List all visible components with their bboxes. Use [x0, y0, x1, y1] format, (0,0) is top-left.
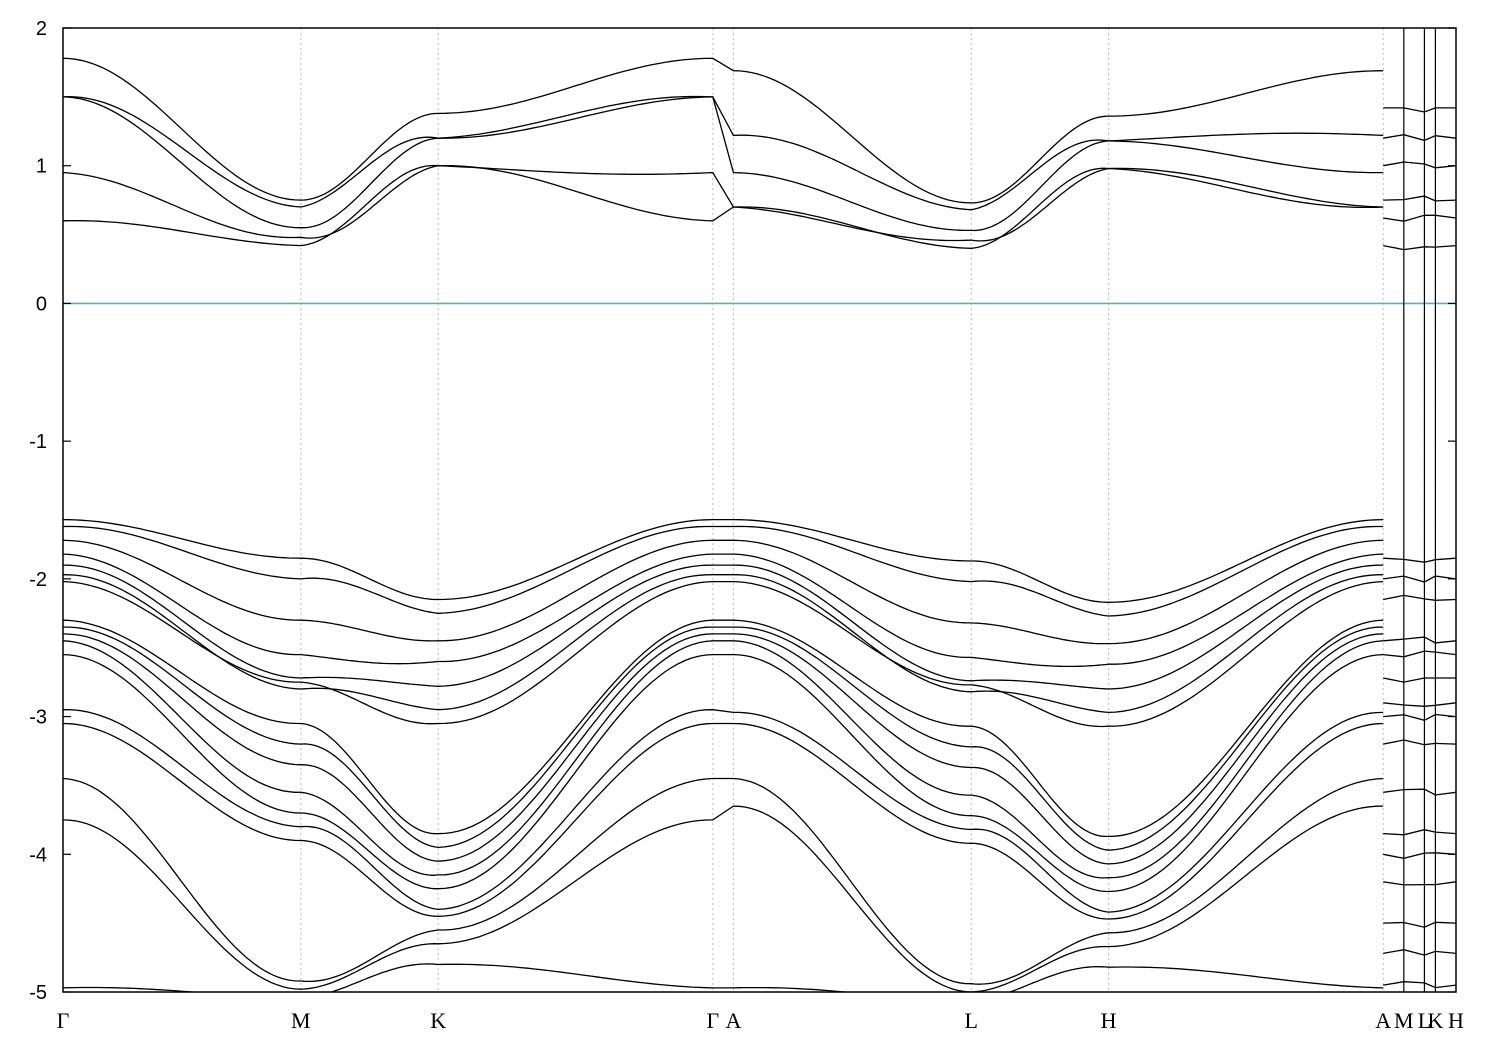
conduction-band-line: [63, 57, 1384, 204]
y-tick-label: 1: [36, 156, 47, 178]
k-point-label: K: [430, 1008, 446, 1033]
k-point-label: H: [1101, 1008, 1117, 1033]
valence-band-line: [63, 777, 1384, 985]
valence-band-line: [63, 539, 1384, 645]
valence-band-line: [63, 633, 1384, 865]
y-tick-label: -2: [29, 569, 47, 591]
valence-band-line: [63, 553, 1384, 668]
valence-band-line: [63, 518, 1384, 603]
k-point-label: M: [291, 1008, 311, 1033]
valence-band-line: [63, 564, 1384, 690]
k-point-label: Γ: [706, 1008, 719, 1033]
band-lines: [63, 57, 1384, 992]
y-tick-label: -5: [29, 982, 47, 1004]
valence-band-line: [63, 805, 1384, 992]
y-tick-label: -1: [29, 431, 47, 453]
valence-band-line: [63, 963, 1384, 992]
valence-band-line: [63, 653, 1384, 893]
valence-band-line: [63, 619, 1384, 838]
k-point-label: H: [1448, 1008, 1464, 1033]
k-point-label: A: [1375, 1008, 1391, 1033]
y-tick-label: -4: [29, 844, 47, 866]
y-tick-label: 2: [36, 18, 47, 40]
valence-band-line: [63, 525, 1384, 617]
valence-band-line: [63, 574, 1384, 714]
k-point-label: A: [725, 1008, 741, 1033]
right-panel-levels: [1383, 28, 1456, 992]
plot-frame: [62, 27, 1457, 993]
y-tick-label: -3: [29, 707, 47, 729]
valence-band-line: [63, 626, 1384, 851]
k-point-label: L: [965, 1008, 978, 1033]
valence-band-line: [63, 722, 1384, 920]
k-point-label: L: [1418, 1008, 1431, 1033]
valence-band-line: [63, 709, 1384, 913]
valence-band-line: [63, 640, 1384, 879]
conduction-band-line: [63, 96, 1384, 232]
conduction-band-line: [63, 164, 1384, 249]
valence-band-line: [63, 580, 1384, 728]
y-axis-ticks: 2 1 0 -1 -2 -3 -4 -5: [29, 18, 1456, 1004]
k-point-labels: Γ M K Γ A L H A M LK H: [57, 1008, 1464, 1033]
k-point-label: Γ: [57, 1008, 70, 1033]
y-tick-label: 0: [36, 293, 47, 315]
k-point-label: K: [1427, 1008, 1443, 1033]
k-point-label: M: [1394, 1008, 1414, 1033]
axes-frame: [62, 27, 1457, 993]
